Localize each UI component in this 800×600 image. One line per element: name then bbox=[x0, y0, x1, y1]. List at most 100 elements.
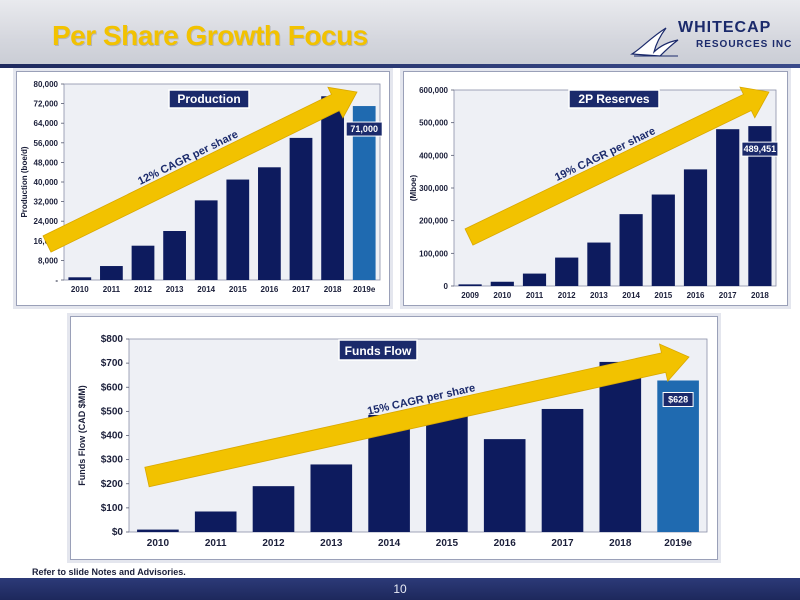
x-tick-label: 2014 bbox=[378, 538, 401, 549]
bar-2012 bbox=[555, 257, 579, 286]
bar-2015 bbox=[226, 179, 250, 280]
x-tick-label: 2016 bbox=[687, 291, 705, 300]
y-tick-label: 400,000 bbox=[419, 151, 448, 160]
y-tick-label: 0 bbox=[444, 282, 449, 291]
reserves-chart: 0 100,000 200,000 300,000 400,000 500,000 600,… bbox=[409, 86, 779, 300]
y-axis-title: Production (boe/d) bbox=[20, 146, 29, 217]
x-tick-label: 2018 bbox=[324, 285, 342, 294]
y-axis-title: Funds Flow (CAD $MM) bbox=[77, 385, 87, 486]
reserves-chart-panel: 0 100,000 200,000 300,000 400,000 500,000 600,… bbox=[403, 71, 788, 306]
whitecap-wave-icon bbox=[630, 27, 679, 57]
x-tick-label: 2018 bbox=[751, 291, 769, 300]
company-logo: WHITECAP RESOURCES INC bbox=[630, 18, 795, 58]
chart-title-box bbox=[338, 339, 418, 361]
x-tick-label: 2012 bbox=[262, 538, 285, 549]
bar-2017 bbox=[716, 129, 740, 286]
y-tick-label: $200 bbox=[101, 479, 124, 490]
bar-2010 bbox=[490, 281, 514, 286]
y-tick-label: 56,000 bbox=[34, 139, 59, 148]
x-tick-label: 2016 bbox=[494, 538, 517, 549]
value-callout: 71,000 bbox=[350, 124, 378, 134]
value-callout: 489,451 bbox=[744, 144, 777, 154]
x-tick-label: 2018 bbox=[609, 538, 632, 549]
y-tick-label: 32,000 bbox=[34, 198, 59, 207]
y-tick-label: 40,000 bbox=[34, 178, 59, 187]
x-tick-label: 2017 bbox=[551, 538, 574, 549]
bar-2016 bbox=[258, 167, 281, 280]
logo-text-secondary: RESOURCES INC bbox=[696, 39, 793, 50]
y-tick-label: $300 bbox=[101, 455, 124, 466]
bar-2015 bbox=[426, 413, 468, 532]
y-tick-label: 200,000 bbox=[419, 217, 448, 226]
y-tick-label: 64,000 bbox=[34, 119, 59, 128]
funds-flow-chart: $0 $100 $200 $300 $400 $500 $600 $700 $800 Funds … bbox=[77, 334, 708, 549]
y-tick-label: 300,000 bbox=[419, 184, 448, 193]
y-tick-label: $0 bbox=[112, 527, 124, 538]
bar-2018 bbox=[599, 361, 642, 532]
chart-title-box bbox=[568, 89, 660, 109]
bar-2009 bbox=[458, 284, 482, 286]
bar-2016 bbox=[483, 439, 526, 532]
y-tick-label: - bbox=[55, 276, 58, 285]
bar-2014 bbox=[619, 214, 643, 286]
bar-2018 bbox=[748, 126, 772, 286]
x-tick-label: 2017 bbox=[719, 291, 737, 300]
chart-title-box bbox=[168, 89, 250, 109]
page-number: 10 bbox=[393, 582, 407, 596]
value-callout-box bbox=[741, 141, 779, 157]
y-axis-title: (Mboe) bbox=[409, 175, 418, 202]
bar-2018 bbox=[321, 96, 344, 280]
x-tick-label: 2014 bbox=[622, 291, 640, 300]
value-callout-box bbox=[345, 121, 383, 137]
bar-2012 bbox=[131, 245, 155, 280]
x-tick-label: 2010 bbox=[71, 285, 89, 294]
bar-2015 bbox=[651, 194, 675, 286]
footnote: Refer to slide Notes and Advisories. bbox=[32, 567, 186, 577]
y-tick-label: 8,000 bbox=[38, 256, 59, 265]
x-tick-label: 2019e bbox=[353, 285, 376, 294]
page-title: Per Share Growth Focus bbox=[52, 20, 368, 51]
bar-2017 bbox=[541, 408, 584, 532]
x-tick-label: 2015 bbox=[654, 291, 672, 300]
y-tick-label: 48,000 bbox=[34, 158, 59, 167]
x-tick-label: 2010 bbox=[147, 538, 170, 549]
chart-title: Funds Flow bbox=[345, 344, 412, 358]
bar-2013 bbox=[163, 231, 186, 280]
x-tick-label: 2011 bbox=[103, 285, 121, 294]
x-tick-label: 2012 bbox=[558, 291, 576, 300]
y-tick-label: $800 bbox=[101, 334, 124, 345]
x-tick-label: 2014 bbox=[197, 285, 215, 294]
bar-2011 bbox=[194, 511, 237, 532]
bar-2019e bbox=[352, 106, 376, 280]
y-tick-label: 80,000 bbox=[34, 80, 59, 89]
production-chart-panel: -8,00016,00024,00032,00040,00048,00056,0… bbox=[16, 71, 390, 306]
x-tick-label: 2016 bbox=[261, 285, 279, 294]
bar-2011 bbox=[522, 273, 547, 286]
y-tick-label: 500,000 bbox=[419, 119, 448, 128]
value-callout: $628 bbox=[668, 394, 688, 404]
value-callout-box bbox=[662, 391, 694, 407]
growth-arrow-shape bbox=[144, 343, 690, 488]
x-tick-label: 2019e bbox=[664, 538, 692, 549]
funds-flow-chart-panel: $0 $100 $200 $300 $400 $500 $600 $700 $800 Funds … bbox=[70, 316, 718, 560]
y-tick-label: 600,000 bbox=[419, 86, 448, 95]
bar-2014 bbox=[194, 200, 218, 280]
x-tick-label: 2013 bbox=[320, 538, 343, 549]
x-tick-label: 2010 bbox=[493, 291, 511, 300]
x-tick-label: 2017 bbox=[292, 285, 310, 294]
growth-arrow-shape bbox=[464, 86, 770, 246]
header-band bbox=[0, 0, 800, 68]
bar-2010 bbox=[137, 529, 179, 532]
chart-title: 2P Reserves bbox=[578, 92, 650, 106]
bar-2012 bbox=[252, 486, 295, 532]
x-tick-label: 2009 bbox=[461, 291, 479, 300]
chart-title: Production bbox=[177, 92, 240, 106]
x-tick-label: 2013 bbox=[166, 285, 184, 294]
production-chart: -8,00016,00024,00032,00040,00048,00056,0… bbox=[20, 80, 383, 294]
bar-2017 bbox=[289, 137, 313, 280]
bar-2016 bbox=[683, 169, 708, 286]
x-tick-label: 2015 bbox=[229, 285, 247, 294]
y-tick-label: $400 bbox=[101, 431, 124, 442]
footer-bar: 10 bbox=[0, 578, 800, 600]
y-tick-label: $700 bbox=[101, 358, 124, 369]
